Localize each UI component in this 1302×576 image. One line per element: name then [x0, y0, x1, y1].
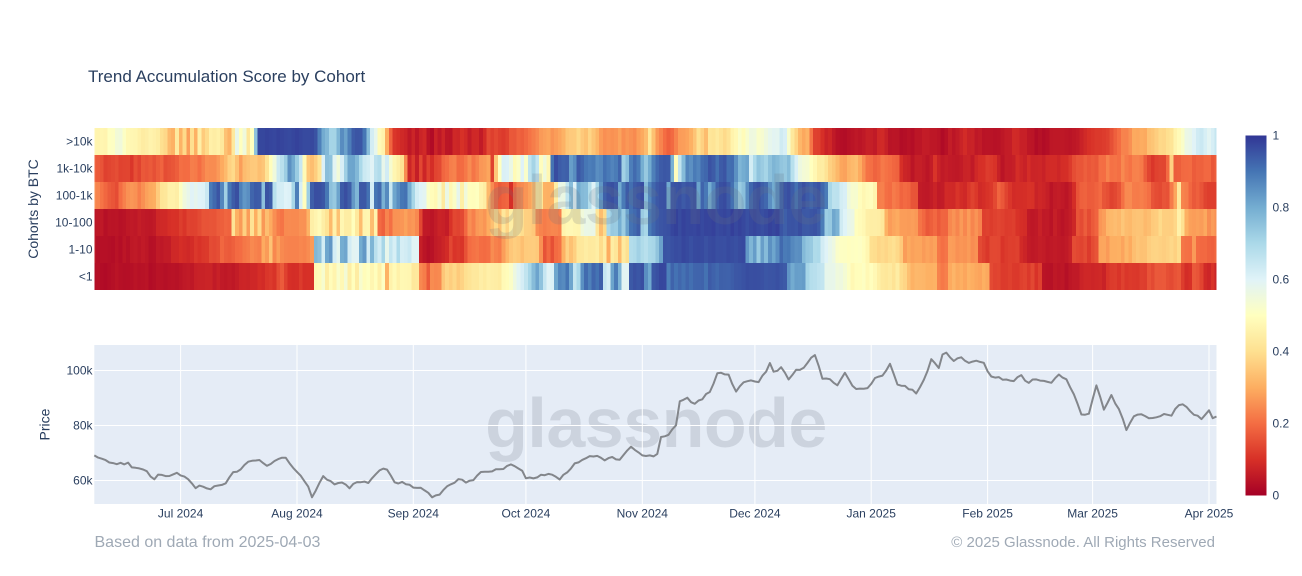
svg-text:60k: 60k	[73, 474, 93, 488]
svg-text:Based on data from 2025-04-03: Based on data from 2025-04-03	[95, 534, 321, 551]
svg-text:Jan 2025: Jan 2025	[847, 507, 897, 521]
svg-text:0: 0	[1273, 489, 1280, 503]
svg-text:1: 1	[1273, 129, 1280, 143]
svg-text:1k-10k: 1k-10k	[56, 162, 93, 176]
svg-text:© 2025 Glassnode. All Rights R: © 2025 Glassnode. All Rights Reserved	[951, 534, 1215, 551]
svg-text:Mar 2025: Mar 2025	[1067, 507, 1118, 521]
svg-text:10-100: 10-100	[55, 216, 93, 230]
svg-text:Trend Accumulation Score by Co: Trend Accumulation Score by Cohort	[88, 67, 365, 86]
svg-text:Feb 2025: Feb 2025	[962, 507, 1013, 521]
svg-text:glassnode: glassnode	[485, 161, 827, 239]
svg-text:100-1k: 100-1k	[56, 189, 94, 203]
svg-text:1-10: 1-10	[68, 243, 92, 257]
svg-text:Jul 2024: Jul 2024	[158, 507, 204, 521]
svg-text:Cohorts by BTC: Cohorts by BTC	[25, 159, 41, 259]
svg-text:Sep 2024: Sep 2024	[388, 507, 440, 521]
svg-text:Apr 2025: Apr 2025	[1185, 507, 1234, 521]
svg-text:Price: Price	[36, 408, 52, 440]
svg-text:Aug 2024: Aug 2024	[271, 507, 323, 521]
svg-text:0.2: 0.2	[1273, 417, 1290, 431]
svg-text:Nov 2024: Nov 2024	[617, 507, 669, 521]
svg-text:Dec 2024: Dec 2024	[729, 507, 781, 521]
svg-text:100k: 100k	[66, 364, 93, 378]
svg-text:80k: 80k	[73, 419, 93, 433]
svg-text:>10k: >10k	[66, 135, 93, 149]
svg-text:0.8: 0.8	[1273, 201, 1290, 215]
svg-text:<1: <1	[79, 270, 93, 284]
svg-text:0.6: 0.6	[1273, 273, 1290, 287]
svg-text:0.4: 0.4	[1273, 345, 1290, 359]
svg-text:Oct 2024: Oct 2024	[502, 507, 551, 521]
svg-text:glassnode: glassnode	[485, 384, 827, 462]
